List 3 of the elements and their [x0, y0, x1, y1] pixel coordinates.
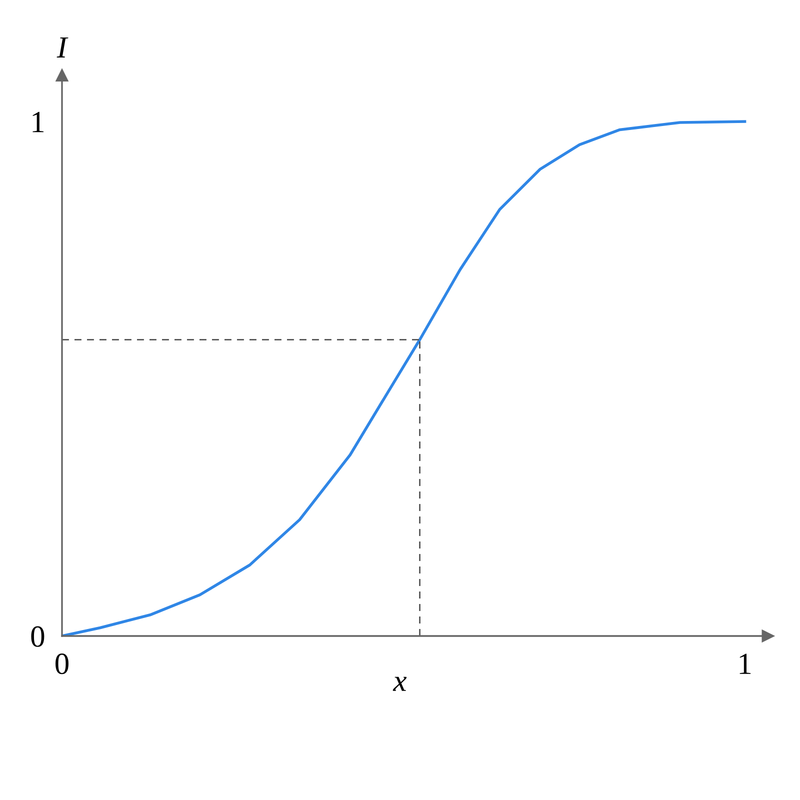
x-axis-title: x — [392, 676, 407, 691]
line-series — [62, 120, 746, 636]
y-axis-title: I — [56, 37, 68, 58]
